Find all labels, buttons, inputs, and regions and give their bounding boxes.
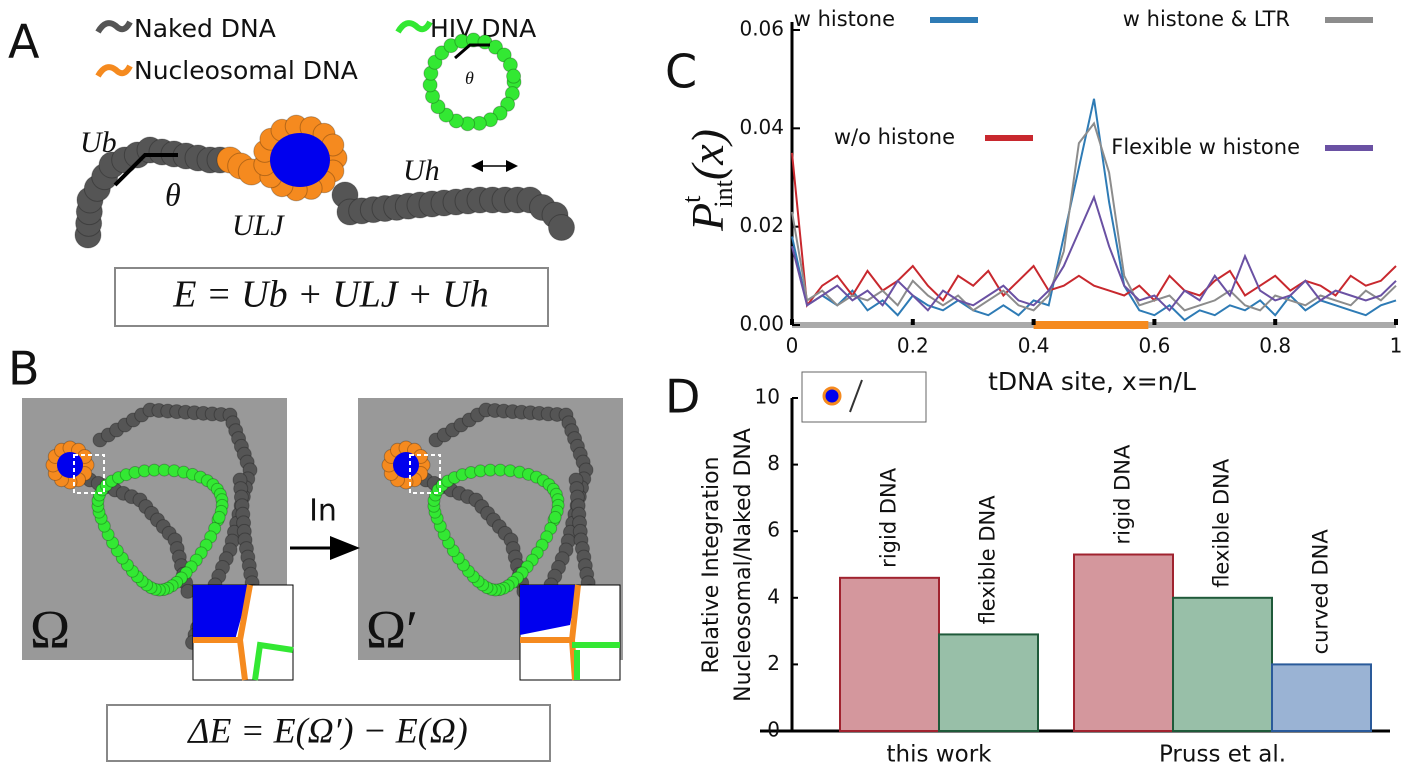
legend-label: w/o histone: [834, 125, 955, 149]
bar-label: flexible DNA: [976, 495, 1000, 625]
y-tick-label: 4: [767, 584, 780, 608]
legend-icon: [98, 66, 130, 76]
y-tick-label: 6: [767, 518, 780, 542]
bar: [1074, 555, 1173, 731]
x-tick-label: 0.6: [1138, 334, 1170, 358]
math-label: θ: [165, 176, 181, 212]
math-label: Ub: [80, 126, 117, 159]
math-label: Ω′: [366, 599, 418, 659]
bar-label: rigid DNA: [1111, 444, 1135, 545]
math-label: Uh: [403, 154, 440, 187]
legend-box: [802, 372, 926, 422]
y-tick-label: 0.00: [739, 312, 784, 336]
histone: [57, 452, 83, 478]
figure: A Naked DNA HIV DNA Nucleosomal DNA Ub θ…: [0, 0, 1401, 768]
bead: [507, 69, 521, 83]
legend-label: w histone: [794, 7, 895, 31]
legend-label: Flexible w histone: [1111, 135, 1300, 159]
y-tick-label: 0.02: [739, 213, 784, 237]
y-axis-label-part: int: [709, 179, 738, 207]
series-line: [792, 153, 1396, 305]
y-axis-label: Nucleosomal/Naked DNA: [731, 428, 756, 702]
y-axis-label-part: (x): [682, 129, 733, 180]
panel-letter: C: [665, 45, 697, 99]
bead: [549, 215, 575, 241]
y-tick-label: 0.06: [739, 17, 784, 41]
y-tick-label: 0.04: [739, 115, 784, 139]
math-label: ULJ: [232, 209, 285, 242]
legend-label: Naked DNA: [134, 14, 276, 43]
series-line: [792, 197, 1396, 310]
x-tick-label: 0.4: [1018, 334, 1050, 358]
x-tick-label: 0.2: [897, 334, 929, 358]
legend-label: w histone & LTR: [1123, 7, 1290, 31]
nucleosome-band: [1034, 321, 1149, 329]
equation: ΔE = E(Ω′) − E(Ω): [186, 710, 468, 750]
panel-letter: D: [665, 370, 700, 424]
histone: [393, 452, 419, 478]
bead: [549, 511, 561, 523]
math-label: θ: [465, 68, 474, 88]
y-tick-label: 10: [755, 385, 780, 409]
bar: [840, 578, 939, 731]
legend-icon: [398, 22, 430, 32]
x-tick-label: 1: [1390, 334, 1401, 358]
legend-icon: [824, 388, 840, 404]
group-label: this work: [887, 742, 993, 768]
bar-label: rigid DNA: [877, 467, 901, 568]
y-tick-label: 2: [767, 651, 780, 675]
bar: [939, 634, 1038, 731]
group-label: Pruss et al.: [1159, 742, 1286, 768]
y-tick-label: 0: [767, 718, 780, 742]
panel-letter: B: [8, 342, 40, 396]
bar: [1272, 664, 1371, 731]
equation: E = Ub + ULJ + Uh: [172, 274, 488, 316]
math-label: Ω: [30, 599, 70, 659]
bead: [213, 511, 225, 523]
panel-letter: A: [8, 15, 40, 69]
move-label: In: [309, 494, 337, 529]
bar-label: curved DNA: [1309, 529, 1333, 655]
y-axis-label: Relative Integration: [699, 457, 724, 674]
y-tick-label: 8: [767, 451, 780, 475]
arrow-head: [330, 536, 360, 560]
y-axis-label-part: t: [677, 195, 706, 203]
x-axis-label: tDNA site, x=n/L: [988, 367, 1196, 396]
bar-label: flexible DNA: [1210, 458, 1234, 588]
x-tick-label: 0: [786, 334, 799, 358]
histone: [270, 133, 330, 187]
legend-icon: [98, 22, 130, 32]
x-tick-label: 0.8: [1259, 334, 1291, 358]
bar: [1173, 598, 1272, 731]
legend-label: Nucleosomal DNA: [134, 56, 358, 85]
